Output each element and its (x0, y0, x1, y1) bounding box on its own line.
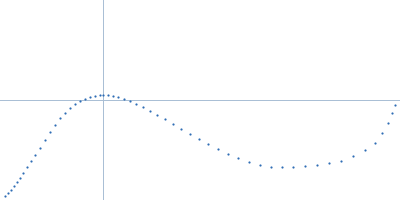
Point (121, 97, 127, 101)
Point (338, 159, 344, 163)
Point (32, 153, 38, 157)
Point (17, 176, 23, 180)
Point (28, 159, 34, 163)
Point (92, 94, 98, 98)
Point (87, 95, 93, 99)
Point (72, 102, 78, 106)
Point (385, 121, 391, 125)
Point (350, 154, 356, 158)
Point (235, 156, 241, 160)
Point (100, 93, 106, 97)
Point (205, 142, 211, 146)
Point (196, 137, 202, 141)
Point (154, 113, 160, 117)
Point (215, 147, 221, 151)
Point (372, 141, 378, 145)
Point (47, 130, 53, 134)
Point (42, 138, 48, 142)
Point (362, 148, 368, 152)
Point (24, 165, 30, 169)
Point (2, 194, 8, 198)
Point (57, 116, 63, 120)
Point (268, 165, 274, 169)
Point (11, 184, 17, 188)
Point (110, 94, 116, 98)
Point (246, 160, 252, 164)
Point (392, 103, 398, 107)
Point (326, 161, 332, 165)
Point (162, 117, 168, 121)
Point (14, 180, 20, 184)
Point (170, 122, 176, 126)
Point (314, 163, 320, 167)
Point (82, 97, 88, 101)
Point (147, 109, 153, 113)
Point (389, 111, 395, 115)
Point (20, 171, 26, 175)
Point (279, 165, 285, 169)
Point (302, 164, 308, 168)
Point (225, 152, 231, 156)
Point (115, 95, 121, 99)
Point (97, 93, 103, 97)
Point (257, 163, 263, 167)
Point (105, 93, 111, 97)
Point (127, 99, 133, 103)
Point (187, 132, 193, 136)
Point (62, 111, 68, 115)
Point (290, 165, 296, 169)
Point (379, 131, 385, 135)
Point (178, 127, 184, 131)
Point (77, 99, 83, 103)
Point (5, 191, 11, 195)
Point (133, 102, 139, 106)
Point (37, 146, 43, 150)
Point (67, 106, 73, 110)
Point (140, 105, 146, 109)
Point (8, 188, 14, 192)
Point (52, 123, 58, 127)
